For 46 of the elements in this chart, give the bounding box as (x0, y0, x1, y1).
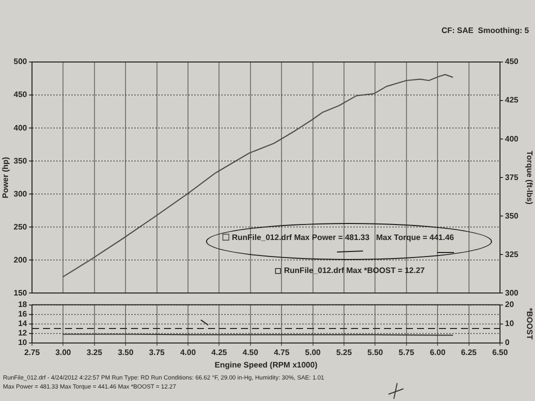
y2-tick-label: 300 (505, 288, 519, 298)
annotation: RunFile_012.drf Max *BOOST = 12.27 (284, 266, 426, 276)
y-tick-label: 18 (18, 300, 28, 310)
y2-tick-label: 425 (505, 96, 519, 105)
legend-label: RunFile_012.drf Max Power = 481.33 Max Torque = 441.46 (232, 232, 455, 242)
x-tick-label: 6.50 (492, 348, 508, 357)
y-tick-label: 250 (14, 222, 28, 232)
y-axis-title: Power (hp) (1, 156, 10, 198)
x-tick-label: 3.50 (118, 348, 134, 357)
x-tick-label: 3.00 (55, 348, 72, 357)
y-tick-label: 16 (18, 310, 28, 319)
y2-axis-title: Torque (ft-lbs) (524, 150, 534, 205)
x-tick-label: 5.00 (305, 348, 322, 357)
y-tick-label: 150 (14, 288, 28, 298)
y-tick-label: 350 (14, 156, 28, 166)
y-tick-label: 500 (14, 57, 28, 66)
y-tick-label: 300 (14, 189, 28, 198)
y2-tick-label: 325 (505, 250, 519, 259)
y-tick-label: 14 (18, 319, 28, 328)
y2-tick-label: 400 (505, 134, 519, 144)
y-tick-label: 450 (14, 90, 28, 100)
x-tick-label: 6.00 (430, 348, 446, 357)
y-tick-label: 12 (18, 328, 28, 338)
x-tick-label: 3.75 (149, 348, 166, 357)
y-tick-label: 400 (14, 123, 28, 132)
y2-tick-label: 0 (505, 338, 510, 348)
y2-tick-label: 10 (505, 319, 514, 328)
x-tick-label: 2.75 (24, 348, 40, 357)
x-tick-label: 5.75 (398, 348, 415, 357)
y2-axis-title: *BOOST (524, 308, 534, 340)
x-tick-label: 4.25 (211, 348, 228, 357)
y2-tick-label: 20 (505, 300, 514, 310)
y2-tick-label: 350 (505, 211, 519, 220)
x-tick-label: 6.25 (461, 348, 478, 357)
x-tick-label: 5.25 (336, 348, 352, 357)
x-tick-label: 3.25 (86, 348, 103, 357)
y2-tick-label: 375 (505, 172, 519, 182)
x-tick-label: 4.50 (242, 348, 259, 357)
x-axis-title: Engine Speed (RPM x1000) (214, 360, 318, 370)
x-tick-label: 4.75 (274, 348, 290, 357)
y-tick-label: 10 (18, 338, 28, 348)
y-tick-label: 200 (14, 255, 28, 264)
text: CF: SAE Smoothing: 5 (441, 26, 530, 36)
y2-tick-label: 450 (505, 57, 519, 66)
x-tick-label: 4.00 (180, 348, 196, 357)
x-tick-label: 5.50 (367, 348, 384, 357)
